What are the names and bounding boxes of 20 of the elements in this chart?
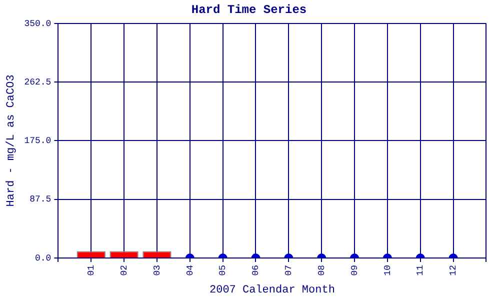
y-tick-label: 0.0 [35, 253, 52, 264]
x-tick-label: 10 [382, 265, 393, 276]
x-tick-label: 08 [316, 265, 327, 276]
y-axis-title: Hard - mg/L as CaCO3 [6, 74, 18, 207]
x-tick-label: 12 [448, 265, 459, 276]
y-tick-label: 175.0 [24, 136, 52, 146]
x-tick-label: 04 [185, 265, 196, 276]
x-tick-label: 03 [152, 265, 162, 276]
x-tick-label: 07 [284, 265, 294, 276]
chart-title: Hard Time Series [191, 3, 307, 18]
x-tick-label: 09 [350, 265, 360, 276]
y-tick-label: 350.0 [24, 18, 52, 29]
x-tick-label: 05 [218, 265, 228, 276]
x-tick-label: 06 [251, 265, 262, 276]
y-tick-label: 262.5 [24, 77, 52, 88]
x-tick-label: 02 [119, 265, 130, 276]
x-axis-title: 2007 Calendar Month [209, 284, 335, 296]
x-tick-label: 11 [416, 265, 426, 276]
x-tick-label: 01 [86, 265, 97, 276]
y-tick-label: 87.5 [30, 194, 52, 205]
